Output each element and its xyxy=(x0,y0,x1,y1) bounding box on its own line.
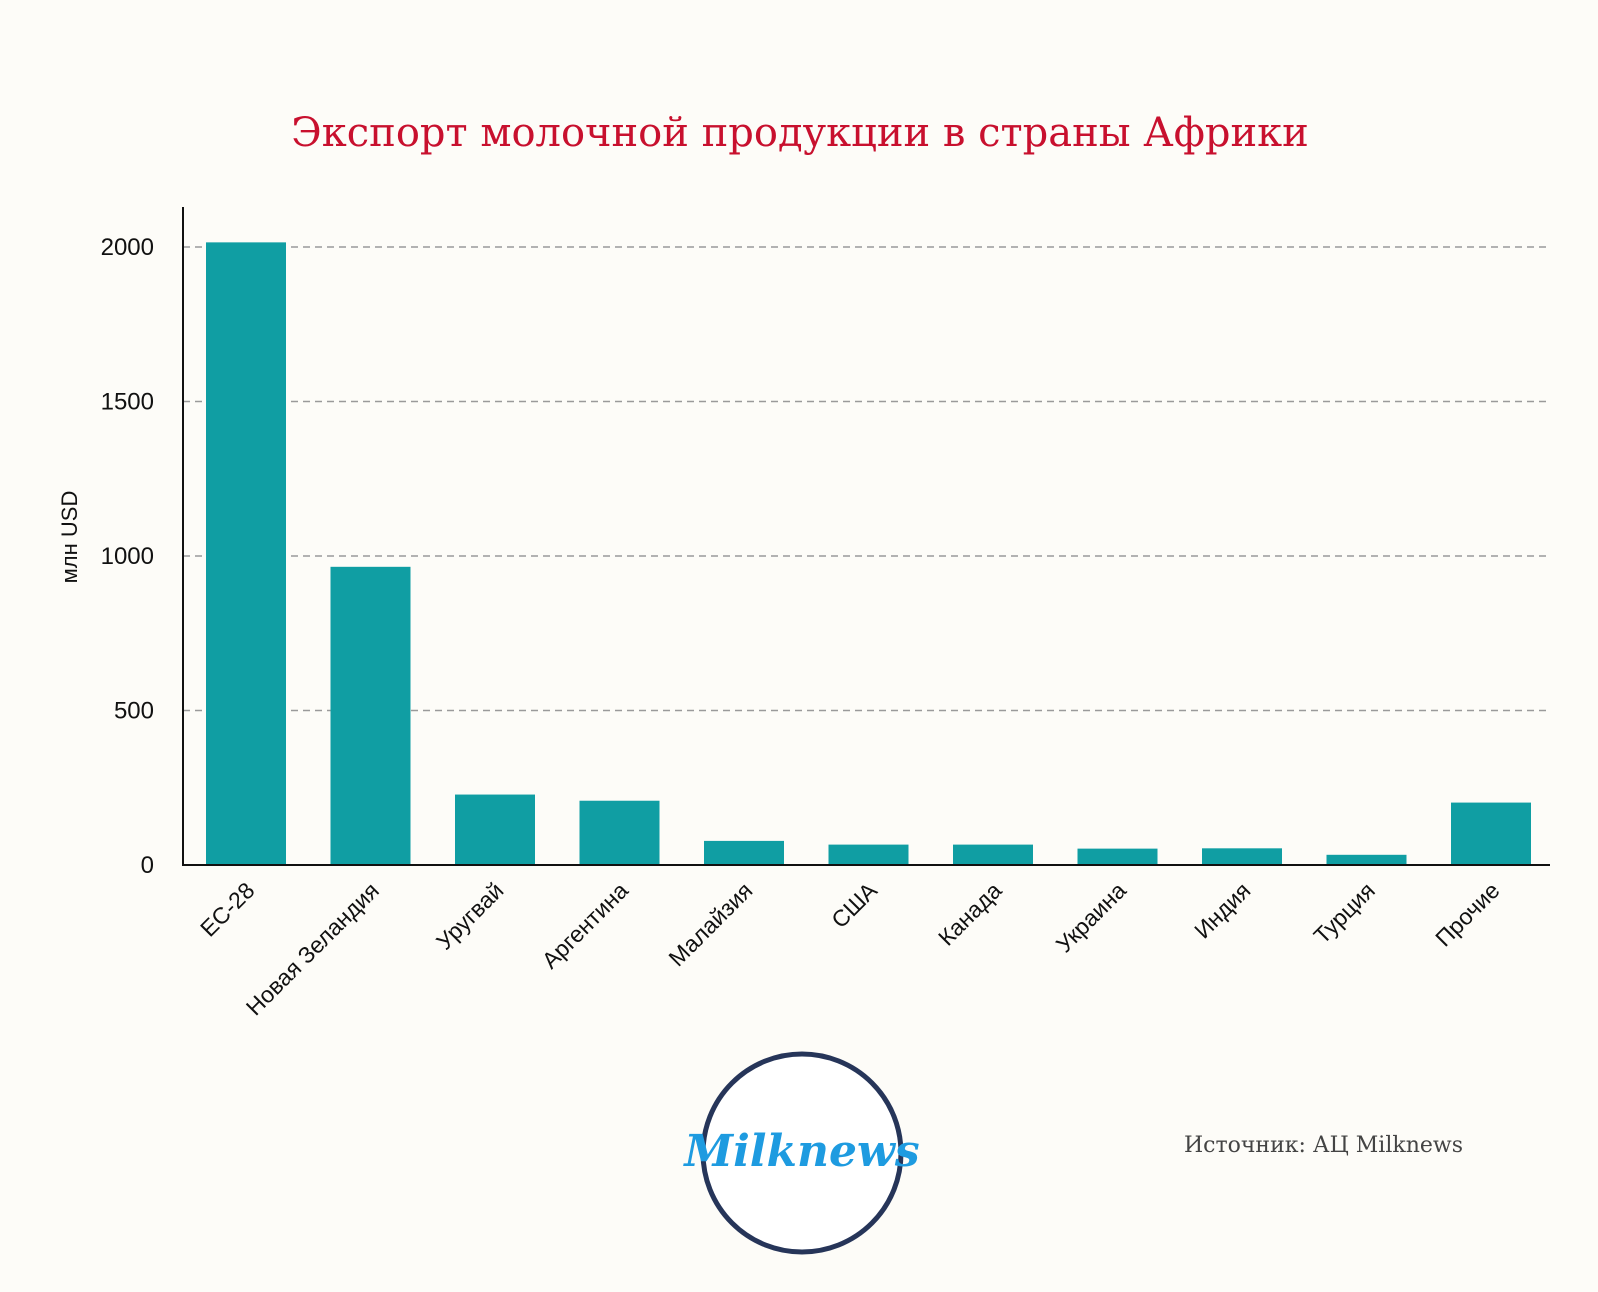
bar xyxy=(953,844,1033,865)
x-tick-label: Прочие xyxy=(1430,877,1504,951)
x-tick-label: Новая Зеландия xyxy=(241,877,384,1020)
logo-text: Milknews xyxy=(682,1126,919,1177)
y-tick-label: 0 xyxy=(141,852,154,879)
bar xyxy=(1077,848,1158,865)
x-tick-label: Уругвай xyxy=(431,877,509,955)
y-tick-label: 500 xyxy=(114,698,154,725)
x-tick-label: Турция xyxy=(1308,877,1380,949)
x-tick-label: Индия xyxy=(1189,877,1255,943)
bar xyxy=(1202,848,1282,865)
bar xyxy=(455,794,535,865)
x-tick-label: Канада xyxy=(933,877,1007,951)
bars xyxy=(206,242,1531,866)
bar xyxy=(1451,802,1531,865)
chart-title: Экспорт молочной продукции в страны Афри… xyxy=(291,110,1309,156)
bar xyxy=(330,566,411,865)
bar xyxy=(1326,854,1407,865)
y-tick-label: 1500 xyxy=(101,389,154,416)
y-tick-label: 1000 xyxy=(101,543,154,570)
x-tick-label: США xyxy=(826,877,882,933)
milknews-logo: Milknews xyxy=(682,1051,920,1255)
source-note: Источник: АЦ Milknews xyxy=(1184,1133,1463,1158)
y-tick-labels: 0 500 1000 1500 2000 xyxy=(101,234,154,879)
bar xyxy=(579,800,660,865)
bar xyxy=(206,242,286,866)
x-tick-label: Украина xyxy=(1051,877,1131,957)
x-tick-label: Аргентина xyxy=(537,877,634,974)
x-tick-label: ЕС-28 xyxy=(195,877,259,941)
bar xyxy=(828,844,909,865)
x-tick-label: Малайзия xyxy=(663,877,757,971)
bar xyxy=(704,840,784,865)
logo-ring xyxy=(700,1051,904,1255)
y-tick-label: 2000 xyxy=(101,234,154,261)
y-axis-label: млн USD xyxy=(57,491,82,584)
